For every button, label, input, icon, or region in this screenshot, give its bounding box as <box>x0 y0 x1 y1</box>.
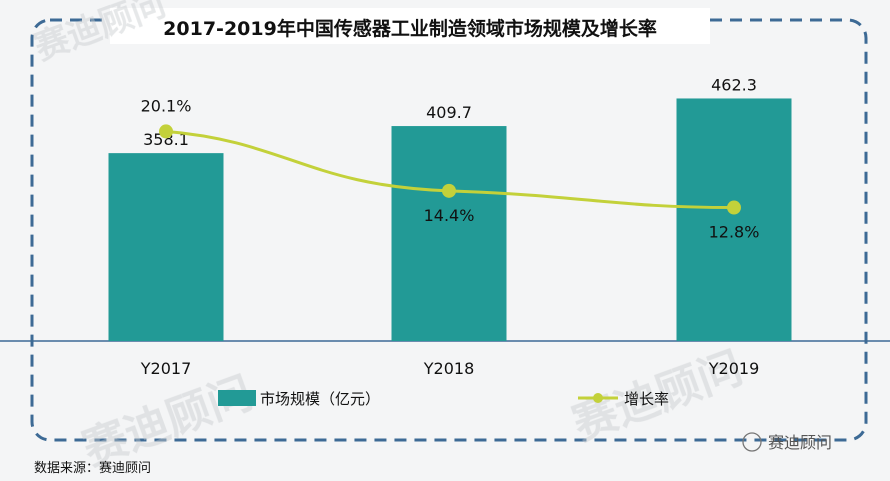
legend-line-marker <box>593 393 603 403</box>
growth-rate-point <box>727 200 741 215</box>
wechat-icon <box>742 432 762 452</box>
legend: 市场规模（亿元） 增长率 <box>218 390 669 408</box>
x-tick-label: Y2017 <box>140 359 192 378</box>
growth-rate-point <box>159 124 173 139</box>
svg-text:赛迪顾问: 赛迪顾问 <box>76 367 259 475</box>
legend-bar-label: 市场规模（亿元） <box>260 390 380 408</box>
growth-rate-label: 14.4% <box>424 206 475 225</box>
chart-title: 2017-2019年中国传感器工业制造领域市场规模及增长率 <box>163 17 657 40</box>
growth-rate-label: 12.8% <box>709 223 760 242</box>
bar-value-label: 462.3 <box>711 75 757 94</box>
growth-rate-label: 20.1% <box>141 96 192 115</box>
bar-value-label: 409.7 <box>426 103 472 122</box>
title-background <box>110 8 710 44</box>
source-note: 数据来源：赛迪顾问 <box>34 460 151 476</box>
growth-rate-point <box>442 183 456 198</box>
wechat-badge: 赛迪顾问 <box>742 432 832 452</box>
legend-bar-swatch <box>218 390 256 406</box>
bar-Y2017 <box>108 153 224 341</box>
bar-value-label: 358.1 <box>143 130 189 149</box>
bar-Y2018 <box>391 126 507 341</box>
legend-line-label: 增长率 <box>624 390 669 408</box>
svg-text:赛迪顾问: 赛迪顾问 <box>768 433 832 452</box>
bar-Y2019 <box>676 98 792 341</box>
x-tick-label: Y2018 <box>423 359 475 378</box>
x-tick-label: Y2019 <box>708 359 760 378</box>
